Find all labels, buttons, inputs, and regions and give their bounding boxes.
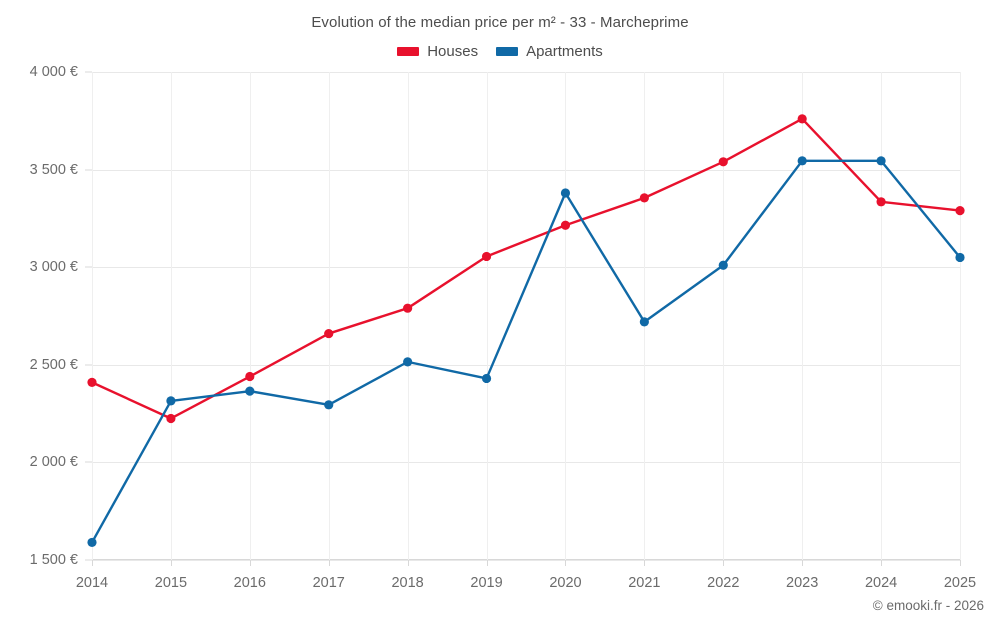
data-point-apartments-2016[interactable] — [245, 386, 255, 396]
data-point-houses-2021[interactable] — [639, 193, 649, 203]
x-axis-line — [92, 559, 960, 560]
y-tick-mark — [85, 461, 92, 463]
data-point-houses-2019[interactable] — [481, 251, 492, 262]
x-gridline — [644, 72, 646, 560]
data-point-houses-2018[interactable] — [403, 303, 413, 313]
y-axis-tick-label: 3 500 € — [29, 161, 78, 178]
y-tick-mark — [85, 71, 92, 73]
data-point-houses-2024[interactable] — [876, 197, 886, 207]
x-tick-mark — [328, 560, 330, 566]
x-axis-tick-label: 2017 — [312, 575, 345, 591]
x-tick-mark — [92, 560, 93, 566]
data-point-apartments-2021[interactable] — [639, 317, 649, 327]
chart-title: Evolution of the median price per m² - 3… — [311, 14, 689, 31]
x-axis-tick-label: 2014 — [75, 575, 109, 591]
series-line-houses — [90, 117, 962, 420]
data-point-houses-2017[interactable] — [324, 328, 334, 339]
x-tick-mark — [249, 560, 251, 566]
series-layer — [87, 114, 965, 548]
x-gridline — [881, 72, 883, 560]
plot-area: 1 500 € 2 000 € 2 500 € 3 000 € 3 500 € 4 000… — [30, 64, 977, 591]
x-gridline — [249, 72, 251, 560]
x-tick-mark — [565, 560, 567, 566]
x-axis-tick-label: 2025 — [943, 575, 977, 591]
y-tick-mark — [85, 364, 92, 366]
legend-item-houses[interactable]: Houses — [397, 44, 478, 59]
y-tick-mark — [85, 559, 92, 561]
data-point-houses-2015[interactable] — [166, 413, 176, 424]
y-gridline — [92, 560, 960, 561]
x-axis-tick-label: 2016 — [233, 575, 266, 591]
data-point-apartments-2018[interactable] — [403, 357, 413, 367]
x-axis-tick-label: 2015 — [154, 575, 188, 591]
data-point-houses-2020[interactable] — [560, 220, 571, 230]
data-point-apartments-2017[interactable] — [324, 400, 334, 410]
x-tick-mark — [881, 560, 883, 566]
legend-swatch-icon — [397, 47, 420, 56]
x-gridline — [723, 72, 725, 560]
x-axis-tick-label: 2021 — [628, 575, 661, 591]
data-point-houses-2022[interactable] — [718, 157, 728, 167]
y-axis-tick-label: 2 500 € — [29, 356, 78, 373]
x-tick-mark — [486, 560, 488, 566]
x-axis-tick-label: 2023 — [786, 575, 819, 591]
x-tick-mark — [723, 560, 725, 566]
data-point-apartments-2023[interactable] — [797, 156, 807, 166]
x-tick-mark — [644, 560, 646, 566]
x-tick-mark — [170, 560, 172, 566]
data-point-houses-2023[interactable] — [797, 114, 807, 124]
y-gridline — [92, 364, 960, 366]
legend-label: Apartments — [526, 43, 603, 60]
data-point-houses-2014[interactable] — [87, 377, 97, 387]
data-point-apartments-2024[interactable] — [876, 156, 886, 166]
data-point-houses-2025[interactable] — [955, 205, 965, 216]
y-axis-tick-label: 4 000 € — [29, 64, 78, 80]
y-axis-tick-label: 1 500 € — [29, 552, 78, 568]
x-axis-tick-label: 2018 — [391, 575, 424, 591]
data-point-apartments-2020[interactable] — [560, 188, 571, 198]
y-gridline — [92, 267, 960, 269]
x-gridline — [92, 72, 93, 560]
legend-swatch-icon — [496, 47, 519, 56]
x-gridline — [328, 72, 330, 560]
x-tick-mark — [802, 560, 804, 566]
data-point-apartments-2022[interactable] — [718, 260, 728, 270]
y-gridline — [92, 462, 960, 464]
x-axis-tick-label: 2024 — [864, 575, 898, 591]
y-tick-mark — [85, 266, 92, 268]
copyright-credit: © emooki.fr - 2026 — [872, 598, 984, 613]
legend-label: Houses — [427, 43, 479, 60]
x-axis-tick-label: 2020 — [549, 575, 582, 591]
data-point-apartments-2025[interactable] — [955, 252, 965, 263]
x-gridline — [407, 72, 409, 560]
y-gridline — [92, 169, 960, 171]
y-gridline — [92, 72, 960, 73]
series-line-apartments — [90, 159, 962, 544]
y-tick-mark — [85, 169, 92, 171]
x-gridline — [960, 72, 961, 560]
x-gridline — [170, 72, 172, 560]
data-point-apartments-2014[interactable] — [87, 537, 97, 548]
x-gridline — [486, 72, 488, 560]
x-axis-tick-label: 2022 — [707, 575, 740, 591]
legend-item-apartments[interactable]: Apartments — [496, 44, 603, 59]
x-gridline — [565, 72, 567, 560]
chart-legend: Houses Apartments — [0, 44, 1000, 59]
y-axis-tick-label: 3 000 € — [29, 259, 78, 276]
data-point-apartments-2019[interactable] — [481, 373, 492, 384]
data-point-apartments-2015[interactable] — [166, 396, 176, 406]
x-gridline — [802, 72, 804, 560]
data-point-houses-2016[interactable] — [245, 371, 255, 382]
x-tick-mark — [960, 560, 961, 566]
x-axis-tick-label: 2019 — [470, 575, 503, 591]
x-tick-mark — [407, 560, 409, 566]
y-axis-tick-label: 2 000 € — [29, 454, 78, 471]
